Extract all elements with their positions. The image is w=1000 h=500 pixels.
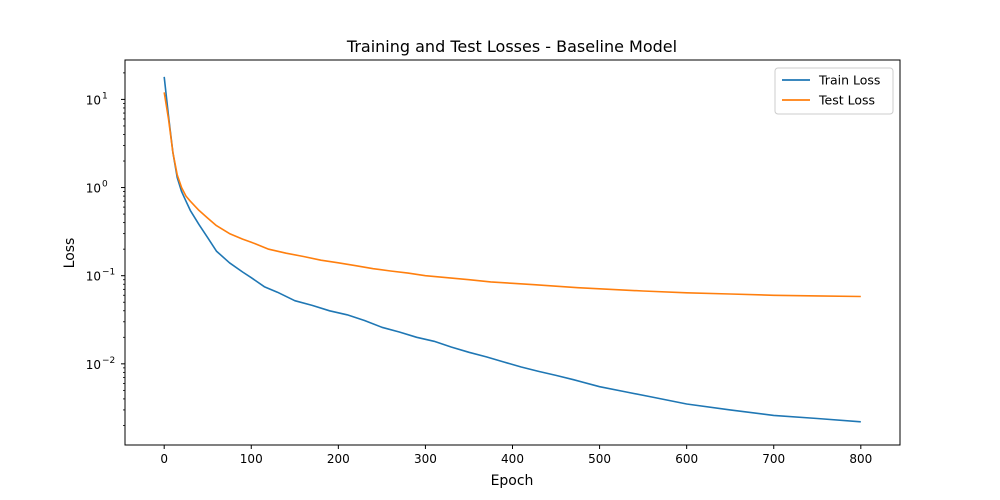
y-tick-exponent: 1 <box>102 91 108 101</box>
x-tick-label: 700 <box>762 452 785 466</box>
x-axis-label: Epoch <box>491 473 534 489</box>
y-tick-base: 10 <box>86 182 101 196</box>
x-tick-label: 800 <box>849 452 872 466</box>
y-tick-exponent: −2 <box>102 356 115 366</box>
x-tick-label: 500 <box>588 452 611 466</box>
y-tick-exponent: 0 <box>102 180 108 190</box>
series-line-train-loss <box>163 76 861 423</box>
y-tick-exponent: −1 <box>102 268 115 278</box>
y-tick-base: 10 <box>86 270 101 284</box>
x-axis: 0 100 200 300 400 500 600 700 800 <box>160 445 872 466</box>
legend-label: Train Loss <box>818 73 880 88</box>
plot-area <box>125 60 900 445</box>
x-tick-label: 0 <box>160 452 168 466</box>
y-axis-label: Loss <box>62 238 78 269</box>
y-tick-base: 10 <box>86 93 101 107</box>
x-tick-label: 400 <box>501 452 524 466</box>
series-layer <box>163 76 861 423</box>
series-line-test-loss <box>163 92 861 298</box>
x-tick-label: 600 <box>675 452 698 466</box>
x-tick-label: 100 <box>240 452 263 466</box>
x-tick-label: 200 <box>327 452 350 466</box>
legend: Train Loss Test Loss <box>774 67 894 115</box>
chart-title: Training and Test Losses - Baseline Mode… <box>346 37 677 56</box>
x-tick-label: 300 <box>414 452 437 466</box>
legend-label: Test Loss <box>818 93 875 108</box>
y-tick-base: 10 <box>86 358 101 372</box>
